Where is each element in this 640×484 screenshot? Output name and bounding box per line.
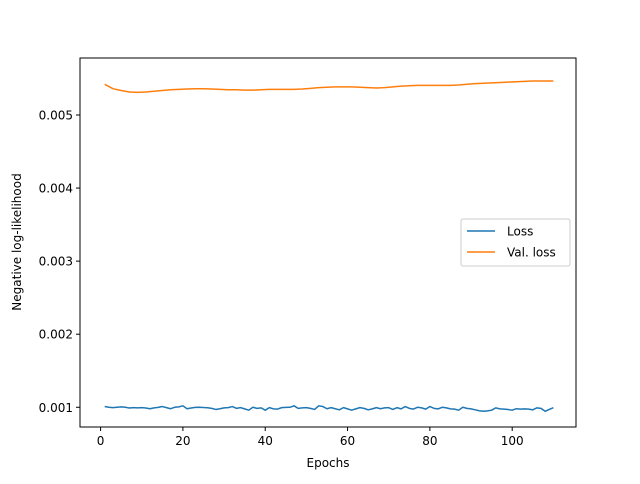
x-axis-label: Epochs <box>307 456 350 470</box>
y-axis-label: Negative log-likelihood <box>10 173 24 310</box>
y-axis: 0.001 0.002 0.003 0.004 0.005 <box>39 108 80 415</box>
plot-area <box>104 80 554 413</box>
x-axis: 0 20 40 60 80 100 <box>97 427 524 448</box>
y-tick-label: 0.003 <box>39 255 73 269</box>
x-tick-label: 60 <box>340 434 355 448</box>
legend-loss-label: Loss <box>507 225 533 239</box>
y-tick-label: 0.002 <box>39 328 73 342</box>
legend-val-loss-label: Val. loss <box>507 246 556 260</box>
series-line-val-loss <box>104 80 554 94</box>
x-tick-label: 40 <box>258 434 273 448</box>
y-tick-label: 0.004 <box>39 182 73 196</box>
legend: Loss Val. loss <box>460 218 571 267</box>
x-tick-label: 0 <box>97 434 105 448</box>
x-tick-label: 20 <box>175 434 190 448</box>
axes-frame <box>79 57 577 428</box>
series-line-loss <box>104 405 554 413</box>
x-tick-label: 80 <box>422 434 437 448</box>
y-tick-label: 0.005 <box>39 108 73 122</box>
x-tick-label: 100 <box>501 434 524 448</box>
y-tick-label: 0.001 <box>39 401 73 415</box>
